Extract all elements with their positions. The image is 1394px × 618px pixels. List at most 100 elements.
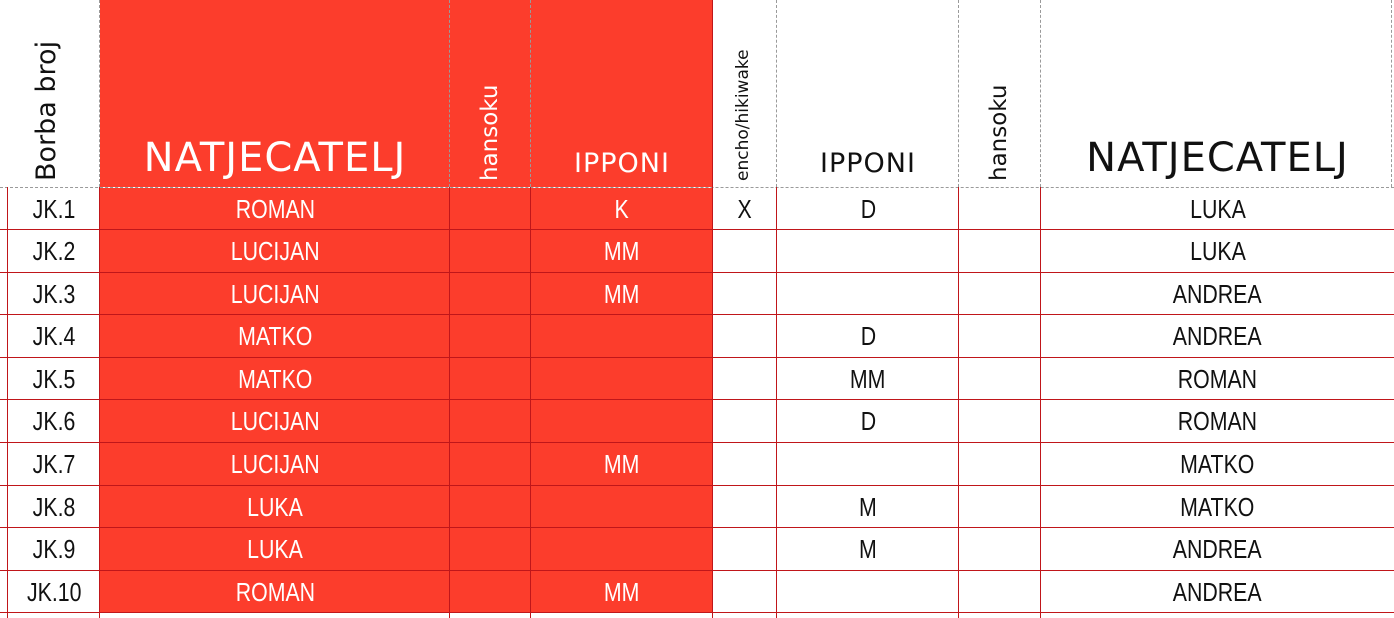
cell-natjecatelj-left[interactable]: LUCIJAN [100, 273, 450, 315]
header-natjecatelj-right-label: NATJECATELJ [1086, 135, 1349, 181]
cell-hansoku-left[interactable] [450, 315, 531, 357]
cell-hansoku-right[interactable] [959, 358, 1041, 400]
cell-natjecatelj-left[interactable]: ROMAN [100, 571, 450, 613]
header-ipponi-right[interactable]: IPPONI [777, 0, 959, 187]
cell-natjecatelj-right[interactable]: ANDREA [1041, 528, 1394, 570]
cell-natjecatelj-right[interactable]: MATKO [1041, 443, 1394, 485]
cell-ipponi-right[interactable]: D [777, 315, 959, 357]
cell-encho[interactable] [713, 571, 777, 613]
cell-natjecatelj-right[interactable]: ANDREA [1041, 315, 1394, 357]
cell-encho[interactable] [713, 528, 777, 570]
cell-borba-broj[interactable]: JK.9 [8, 528, 100, 570]
cell-encho[interactable] [713, 273, 777, 315]
cell-borba-broj[interactable]: JK.8 [8, 486, 100, 528]
cell-ipponi-right-text: D [860, 194, 876, 224]
cell-borba-broj[interactable]: JK.5 [8, 358, 100, 400]
cell-hansoku-left[interactable] [450, 486, 531, 528]
cell-borba-broj[interactable]: JK.7 [8, 443, 100, 485]
cell-natjecatelj-right[interactable]: ANDREA [1041, 571, 1394, 613]
header-hansoku-left-label: hansoku [476, 84, 503, 182]
cell-ipponi-right[interactable] [777, 443, 959, 485]
cell-ipponi-right[interactable] [777, 571, 959, 613]
cell-natjecatelj-left[interactable]: LUKA [100, 486, 450, 528]
cell-hansoku-left[interactable] [450, 443, 531, 485]
cell-ipponi-left[interactable] [531, 358, 713, 400]
cell-encho[interactable] [713, 400, 777, 442]
header-borba-broj[interactable]: Borba broj [0, 0, 100, 187]
cell-borba-broj[interactable]: JK.2 [8, 230, 100, 272]
cell-hansoku-right[interactable] [959, 273, 1041, 315]
col-divider [776, 0, 777, 187]
cell-natjecatelj-right[interactable]: ANDREA [1041, 273, 1394, 315]
cell-hansoku-right[interactable] [959, 315, 1041, 357]
cell-ipponi-right[interactable]: D [777, 188, 959, 230]
cell-borba-broj[interactable]: JK.3 [8, 273, 100, 315]
cell-ipponi-left[interactable]: K [531, 188, 713, 230]
cell-natjecatelj-left[interactable]: MATKO [100, 358, 450, 400]
cell-natjecatelj-left-text: LUCIJAN [230, 406, 320, 436]
cell-hansoku-left[interactable] [450, 571, 531, 613]
cell-natjecatelj-left[interactable]: LUCIJAN [100, 443, 450, 485]
cell-natjecatelj-left[interactable]: LUKA [100, 528, 450, 570]
cell-hansoku-right[interactable] [959, 486, 1041, 528]
cell-ipponi-left[interactable]: MM [531, 443, 713, 485]
cell-ipponi-left[interactable]: MM [531, 230, 713, 272]
cell-hansoku-left[interactable] [450, 188, 531, 230]
cell-borba-broj[interactable]: JK.6 [8, 400, 100, 442]
cell-borba-broj-text: JK.8 [32, 492, 76, 522]
cell-natjecatelj-left[interactable]: ROMAN [100, 188, 450, 230]
header-ipponi-left[interactable]: IPPONI [531, 0, 713, 187]
cell-ipponi-left[interactable] [531, 400, 713, 442]
cell-natjecatelj-right[interactable]: LUKA [1041, 230, 1394, 272]
cell-ipponi-right[interactable] [777, 273, 959, 315]
cell-hansoku-left[interactable] [450, 528, 531, 570]
cell-hansoku-right[interactable] [959, 400, 1041, 442]
cell-ipponi-right-text: D [860, 406, 876, 436]
table-row: JK.4 MATKO D ANDREA [0, 315, 1394, 357]
table-row: JK.2 LUCIJAN MM LUKA [0, 230, 1394, 272]
header-natjecatelj-right[interactable]: NATJECATELJ [1041, 0, 1394, 187]
cell-ipponi-right[interactable]: D [777, 400, 959, 442]
cell-encho[interactable] [713, 486, 777, 528]
cell-natjecatelj-right[interactable]: MATKO [1041, 486, 1394, 528]
cell-hansoku-right[interactable] [959, 443, 1041, 485]
cell-ipponi-left[interactable] [531, 486, 713, 528]
cell-natjecatelj-left[interactable]: LUCIJAN [100, 230, 450, 272]
cell-encho[interactable] [713, 358, 777, 400]
cell-borba-broj[interactable]: JK.4 [8, 315, 100, 357]
cell-ipponi-left[interactable]: MM [531, 571, 713, 613]
cell-ipponi-left[interactable]: MM [531, 273, 713, 315]
cell-ipponi-left[interactable] [531, 315, 713, 357]
header-hansoku-left[interactable]: hansoku [450, 0, 531, 187]
cell-hansoku-left[interactable] [450, 230, 531, 272]
cell-ipponi-left[interactable] [531, 528, 713, 570]
cell-encho[interactable] [713, 443, 777, 485]
row-divider [0, 314, 1394, 315]
cell-hansoku-left[interactable] [450, 358, 531, 400]
cell-ipponi-right-text: D [860, 321, 876, 351]
cell-natjecatelj-left[interactable]: LUCIJAN [100, 400, 450, 442]
cell-hansoku-right[interactable] [959, 230, 1041, 272]
cell-natjecatelj-right[interactable]: ROMAN [1041, 358, 1394, 400]
cell-ipponi-right[interactable]: M [777, 528, 959, 570]
cell-hansoku-right[interactable] [959, 188, 1041, 230]
header-borba-broj-label: Borba broj [31, 40, 62, 181]
cell-hansoku-right[interactable] [959, 528, 1041, 570]
cell-encho[interactable]: X [713, 188, 777, 230]
header-hansoku-right[interactable]: hansoku [959, 0, 1041, 187]
cell-borba-broj[interactable]: JK.1 [8, 188, 100, 230]
cell-ipponi-right[interactable]: M [777, 486, 959, 528]
cell-natjecatelj-left[interactable]: MATKO [100, 315, 450, 357]
header-encho[interactable]: encho/hikiwake [713, 0, 777, 187]
cell-encho[interactable] [713, 315, 777, 357]
cell-borba-broj[interactable]: JK.10 [8, 571, 100, 613]
cell-natjecatelj-right[interactable]: LUKA [1041, 188, 1394, 230]
header-natjecatelj-left[interactable]: NATJECATELJ [100, 0, 450, 187]
cell-hansoku-left[interactable] [450, 273, 531, 315]
cell-natjecatelj-right[interactable]: ROMAN [1041, 400, 1394, 442]
cell-hansoku-right[interactable] [959, 571, 1041, 613]
cell-ipponi-right[interactable] [777, 230, 959, 272]
cell-ipponi-right[interactable]: MM [777, 358, 959, 400]
cell-hansoku-left[interactable] [450, 400, 531, 442]
cell-encho[interactable] [713, 230, 777, 272]
